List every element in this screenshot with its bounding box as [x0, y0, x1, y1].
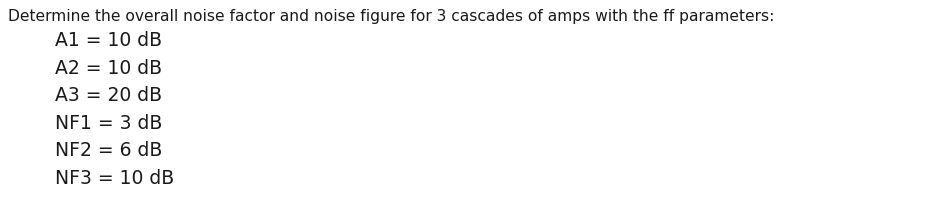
Text: NF1 = 3 dB: NF1 = 3 dB [55, 113, 163, 132]
Text: NF3 = 10 dB: NF3 = 10 dB [55, 168, 174, 187]
Text: A1 = 10 dB: A1 = 10 dB [55, 31, 162, 50]
Text: Determine the overall noise factor and noise figure for 3 cascades of amps with : Determine the overall noise factor and n… [8, 9, 774, 24]
Text: A3 = 20 dB: A3 = 20 dB [55, 86, 162, 105]
Text: A2 = 10 dB: A2 = 10 dB [55, 58, 162, 78]
Text: NF2 = 6 dB: NF2 = 6 dB [55, 141, 163, 160]
